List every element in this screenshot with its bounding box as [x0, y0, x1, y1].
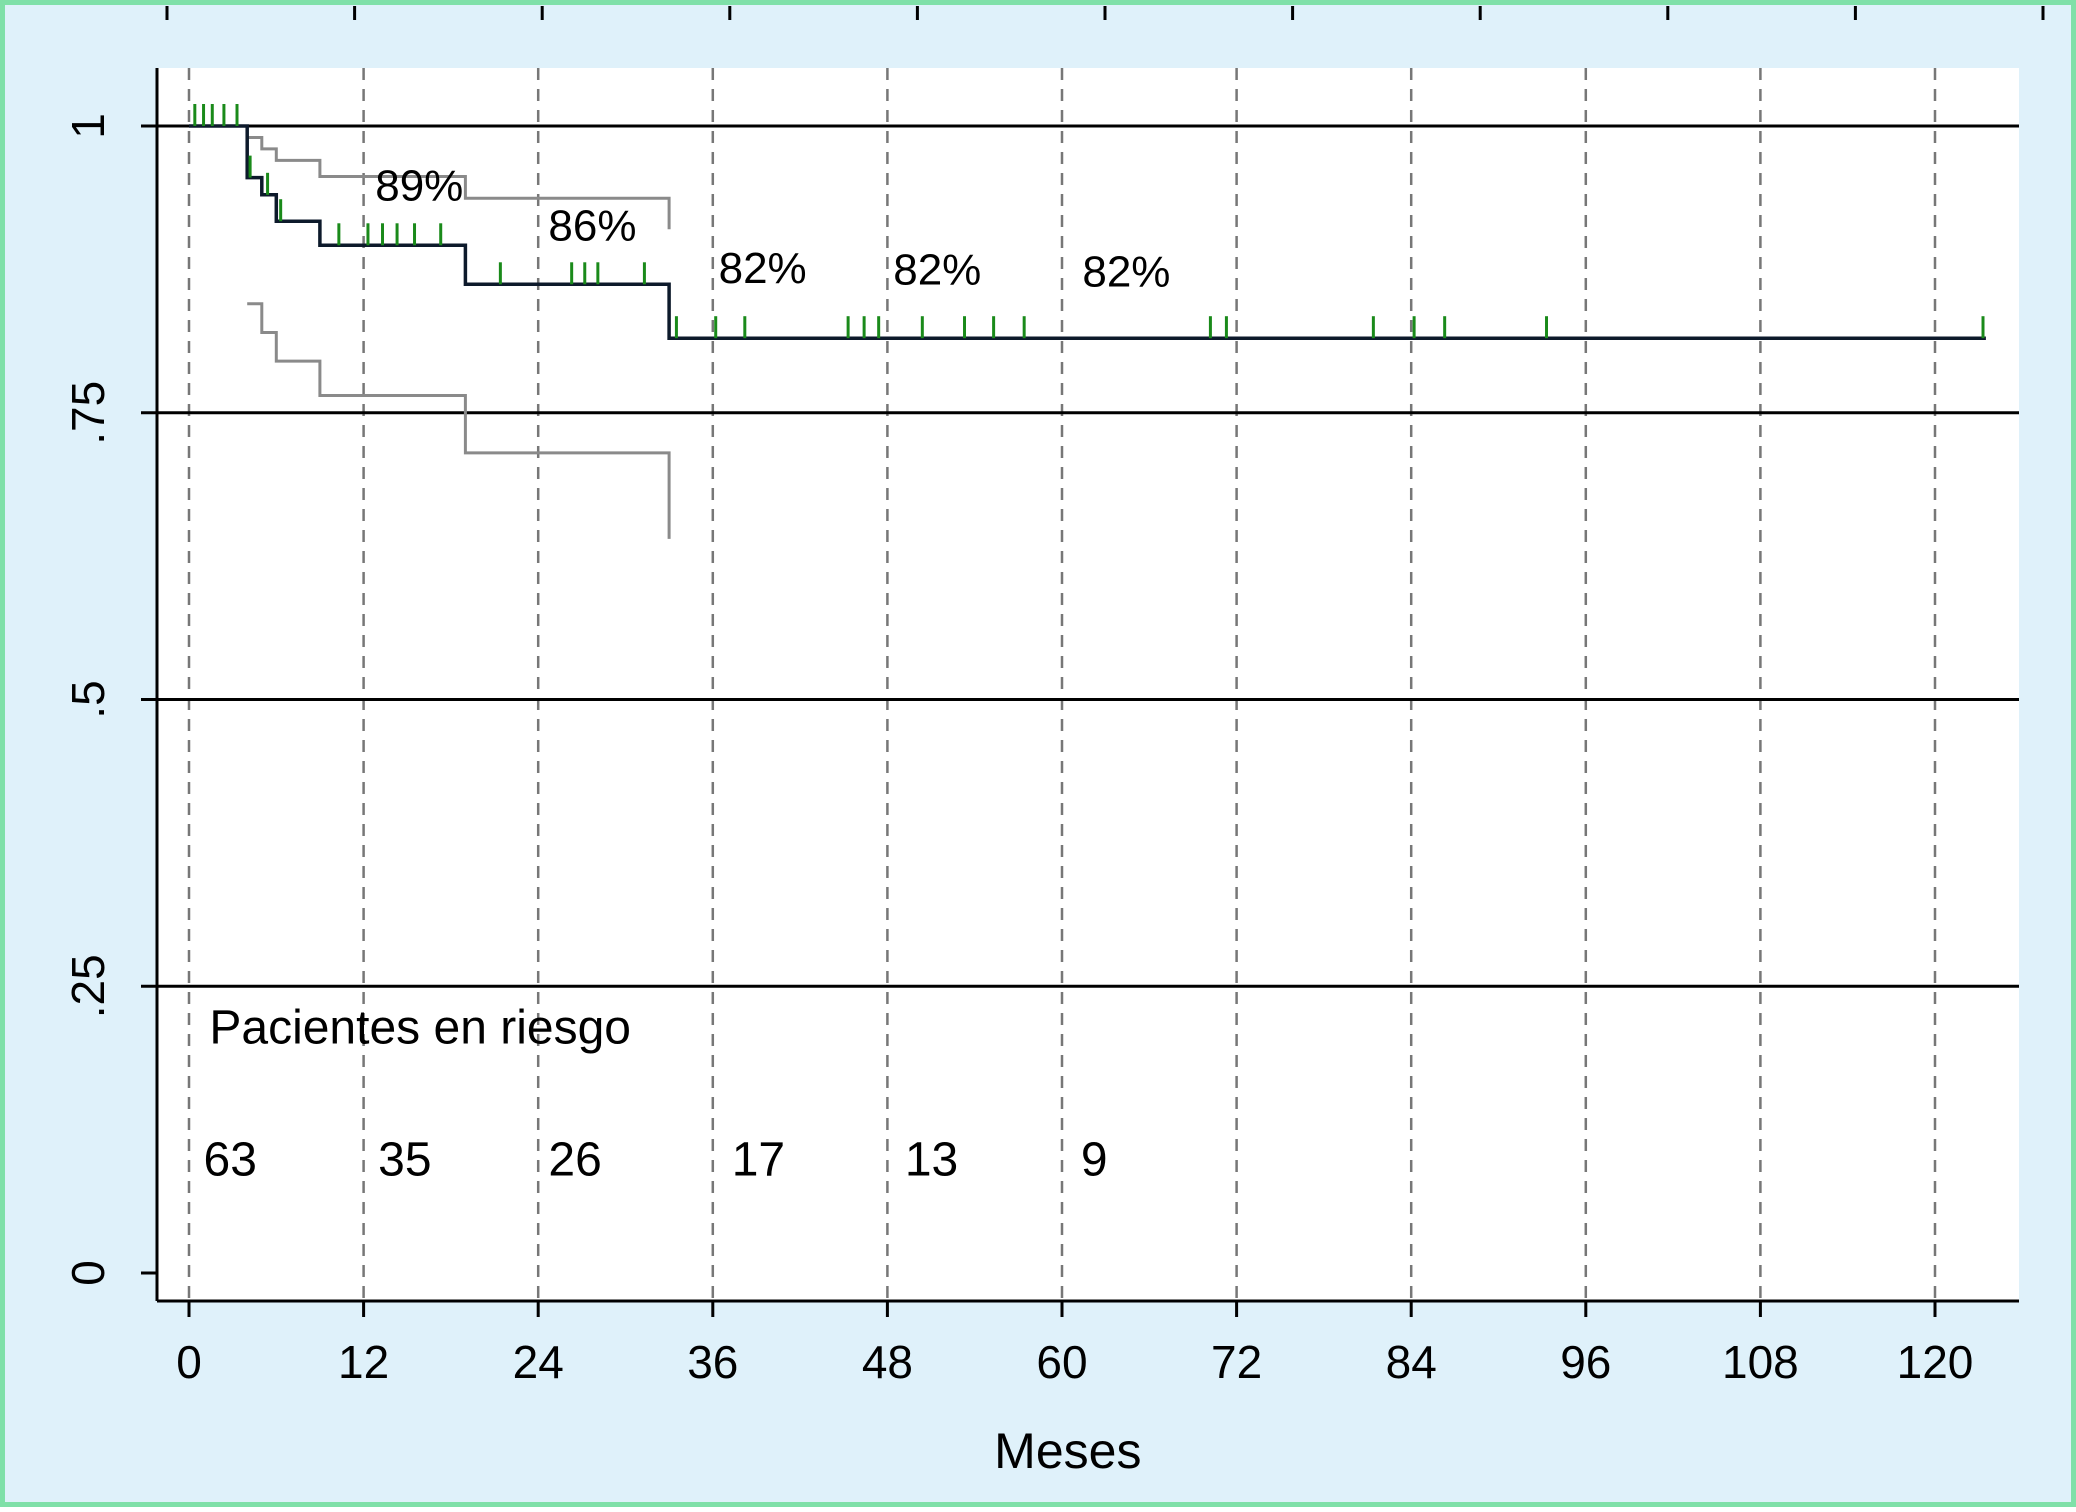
x-tick-label: 24 — [513, 1336, 564, 1388]
risk-table: Pacientes en riesgo 63 35 26 17 13 9 — [204, 1002, 1108, 1187]
risk-count: 13 — [905, 1134, 958, 1187]
risk-count: 35 — [378, 1134, 431, 1187]
survival-percent-label: 86% — [548, 202, 636, 251]
x-tick-label: 120 — [1897, 1336, 1974, 1388]
y-tick-label: .25 — [62, 954, 114, 1018]
grid-lines — [157, 68, 2019, 1301]
x-tick-label: 60 — [1036, 1336, 1087, 1388]
x-tick-label: 48 — [862, 1336, 913, 1388]
x-tick-label: 12 — [338, 1336, 389, 1388]
risk-count: 63 — [204, 1134, 257, 1187]
censor-marks — [193, 104, 1985, 339]
y-tick-label: .75 — [62, 381, 114, 445]
confidence-bands — [247, 136, 671, 539]
x-tick-label: 108 — [1722, 1336, 1799, 1388]
annotation-labels: 89% 86% 82% 82% 82% — [375, 162, 1170, 297]
risk-count: 9 — [1081, 1134, 1108, 1187]
y-tick-label: .5 — [62, 680, 114, 718]
y-tick-label: 1 — [62, 113, 114, 139]
survival-percent-label: 82% — [719, 244, 807, 293]
x-tick-label: 96 — [1560, 1336, 1611, 1388]
x-tick-label: 36 — [687, 1336, 738, 1388]
survival-percent-label: 89% — [375, 162, 463, 211]
survival-percent-label: 82% — [893, 245, 981, 294]
x-tick-label: 0 — [176, 1336, 202, 1388]
survival-percent-label: 82% — [1082, 248, 1170, 297]
axes: 0 12 24 36 48 60 72 84 96 108 120 0 .25 .5 .75 1 Meses — [62, 68, 2019, 1479]
x-tick-label: 84 — [1386, 1336, 1437, 1388]
x-axis-title: Meses — [994, 1423, 1141, 1479]
upper-ci-line — [247, 136, 671, 230]
x-tick-label: 72 — [1211, 1336, 1262, 1388]
risk-count: 26 — [548, 1134, 601, 1187]
top-tick-marks — [165, 6, 2045, 20]
plot-area — [157, 68, 2019, 1301]
risk-count: 17 — [732, 1134, 785, 1187]
lower-ci-line — [247, 302, 671, 539]
risk-table-title: Pacientes en riesgo — [209, 1002, 631, 1055]
y-tick-label: 0 — [62, 1260, 114, 1286]
